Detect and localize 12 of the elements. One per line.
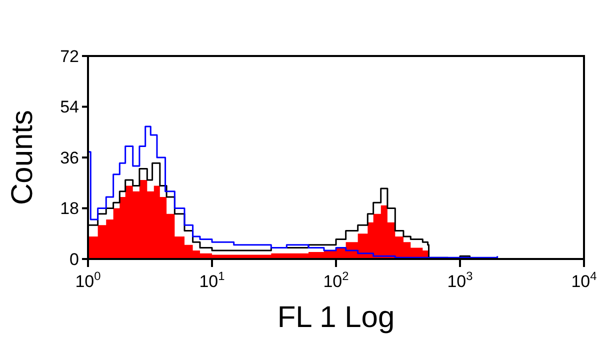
x-tick-label: 10$^{2}$	[323, 269, 350, 291]
y-tick-label: 0	[70, 250, 79, 269]
x-tick-label: 10$^{1}$	[199, 269, 226, 291]
x-tick-label: 10$^{3}$	[447, 269, 474, 291]
y-tick-label: 36	[60, 148, 79, 168]
x-axis-title: FL 1 Log	[277, 301, 395, 334]
x-tick-label: 10$^{4}$	[571, 269, 598, 291]
y-tick-label: 54	[60, 98, 79, 117]
y-axis-title: Counts	[6, 110, 39, 206]
x-tick-label: 10$^{0}$	[75, 269, 102, 291]
y-tick-label: 18	[60, 199, 79, 218]
y-tick-label: 72	[60, 46, 79, 66]
